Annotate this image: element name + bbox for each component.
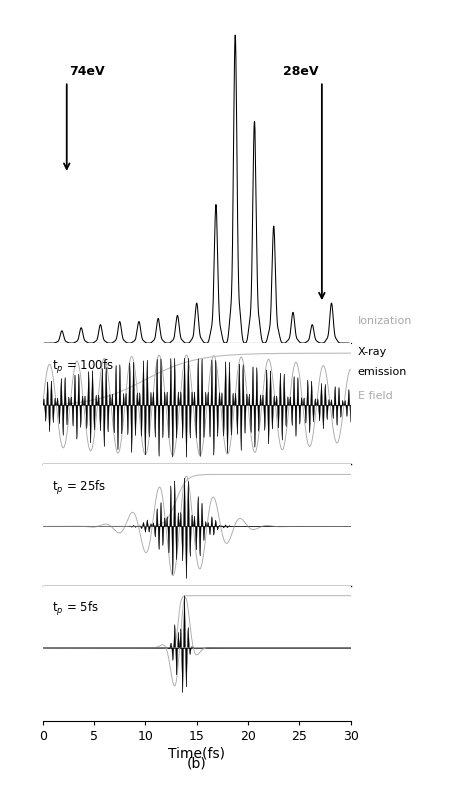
X-axis label: Time(fs): Time(fs) — [168, 747, 225, 761]
Text: t$_p$ = 5fs: t$_p$ = 5fs — [52, 600, 99, 619]
Text: E field: E field — [358, 391, 392, 401]
Text: 74eV: 74eV — [70, 65, 105, 78]
Text: (a): (a) — [187, 427, 207, 441]
X-axis label: Harmonic order: Harmonic order — [143, 369, 251, 383]
Text: t$_p$ = 25fs: t$_p$ = 25fs — [52, 479, 106, 497]
Text: (b): (b) — [187, 756, 207, 771]
Text: emission: emission — [358, 367, 407, 377]
Text: 28eV: 28eV — [283, 65, 319, 78]
Text: t$_p$ = 100fs: t$_p$ = 100fs — [52, 358, 114, 375]
Text: X-ray: X-ray — [358, 348, 387, 357]
Text: Ionization: Ionization — [358, 316, 412, 326]
